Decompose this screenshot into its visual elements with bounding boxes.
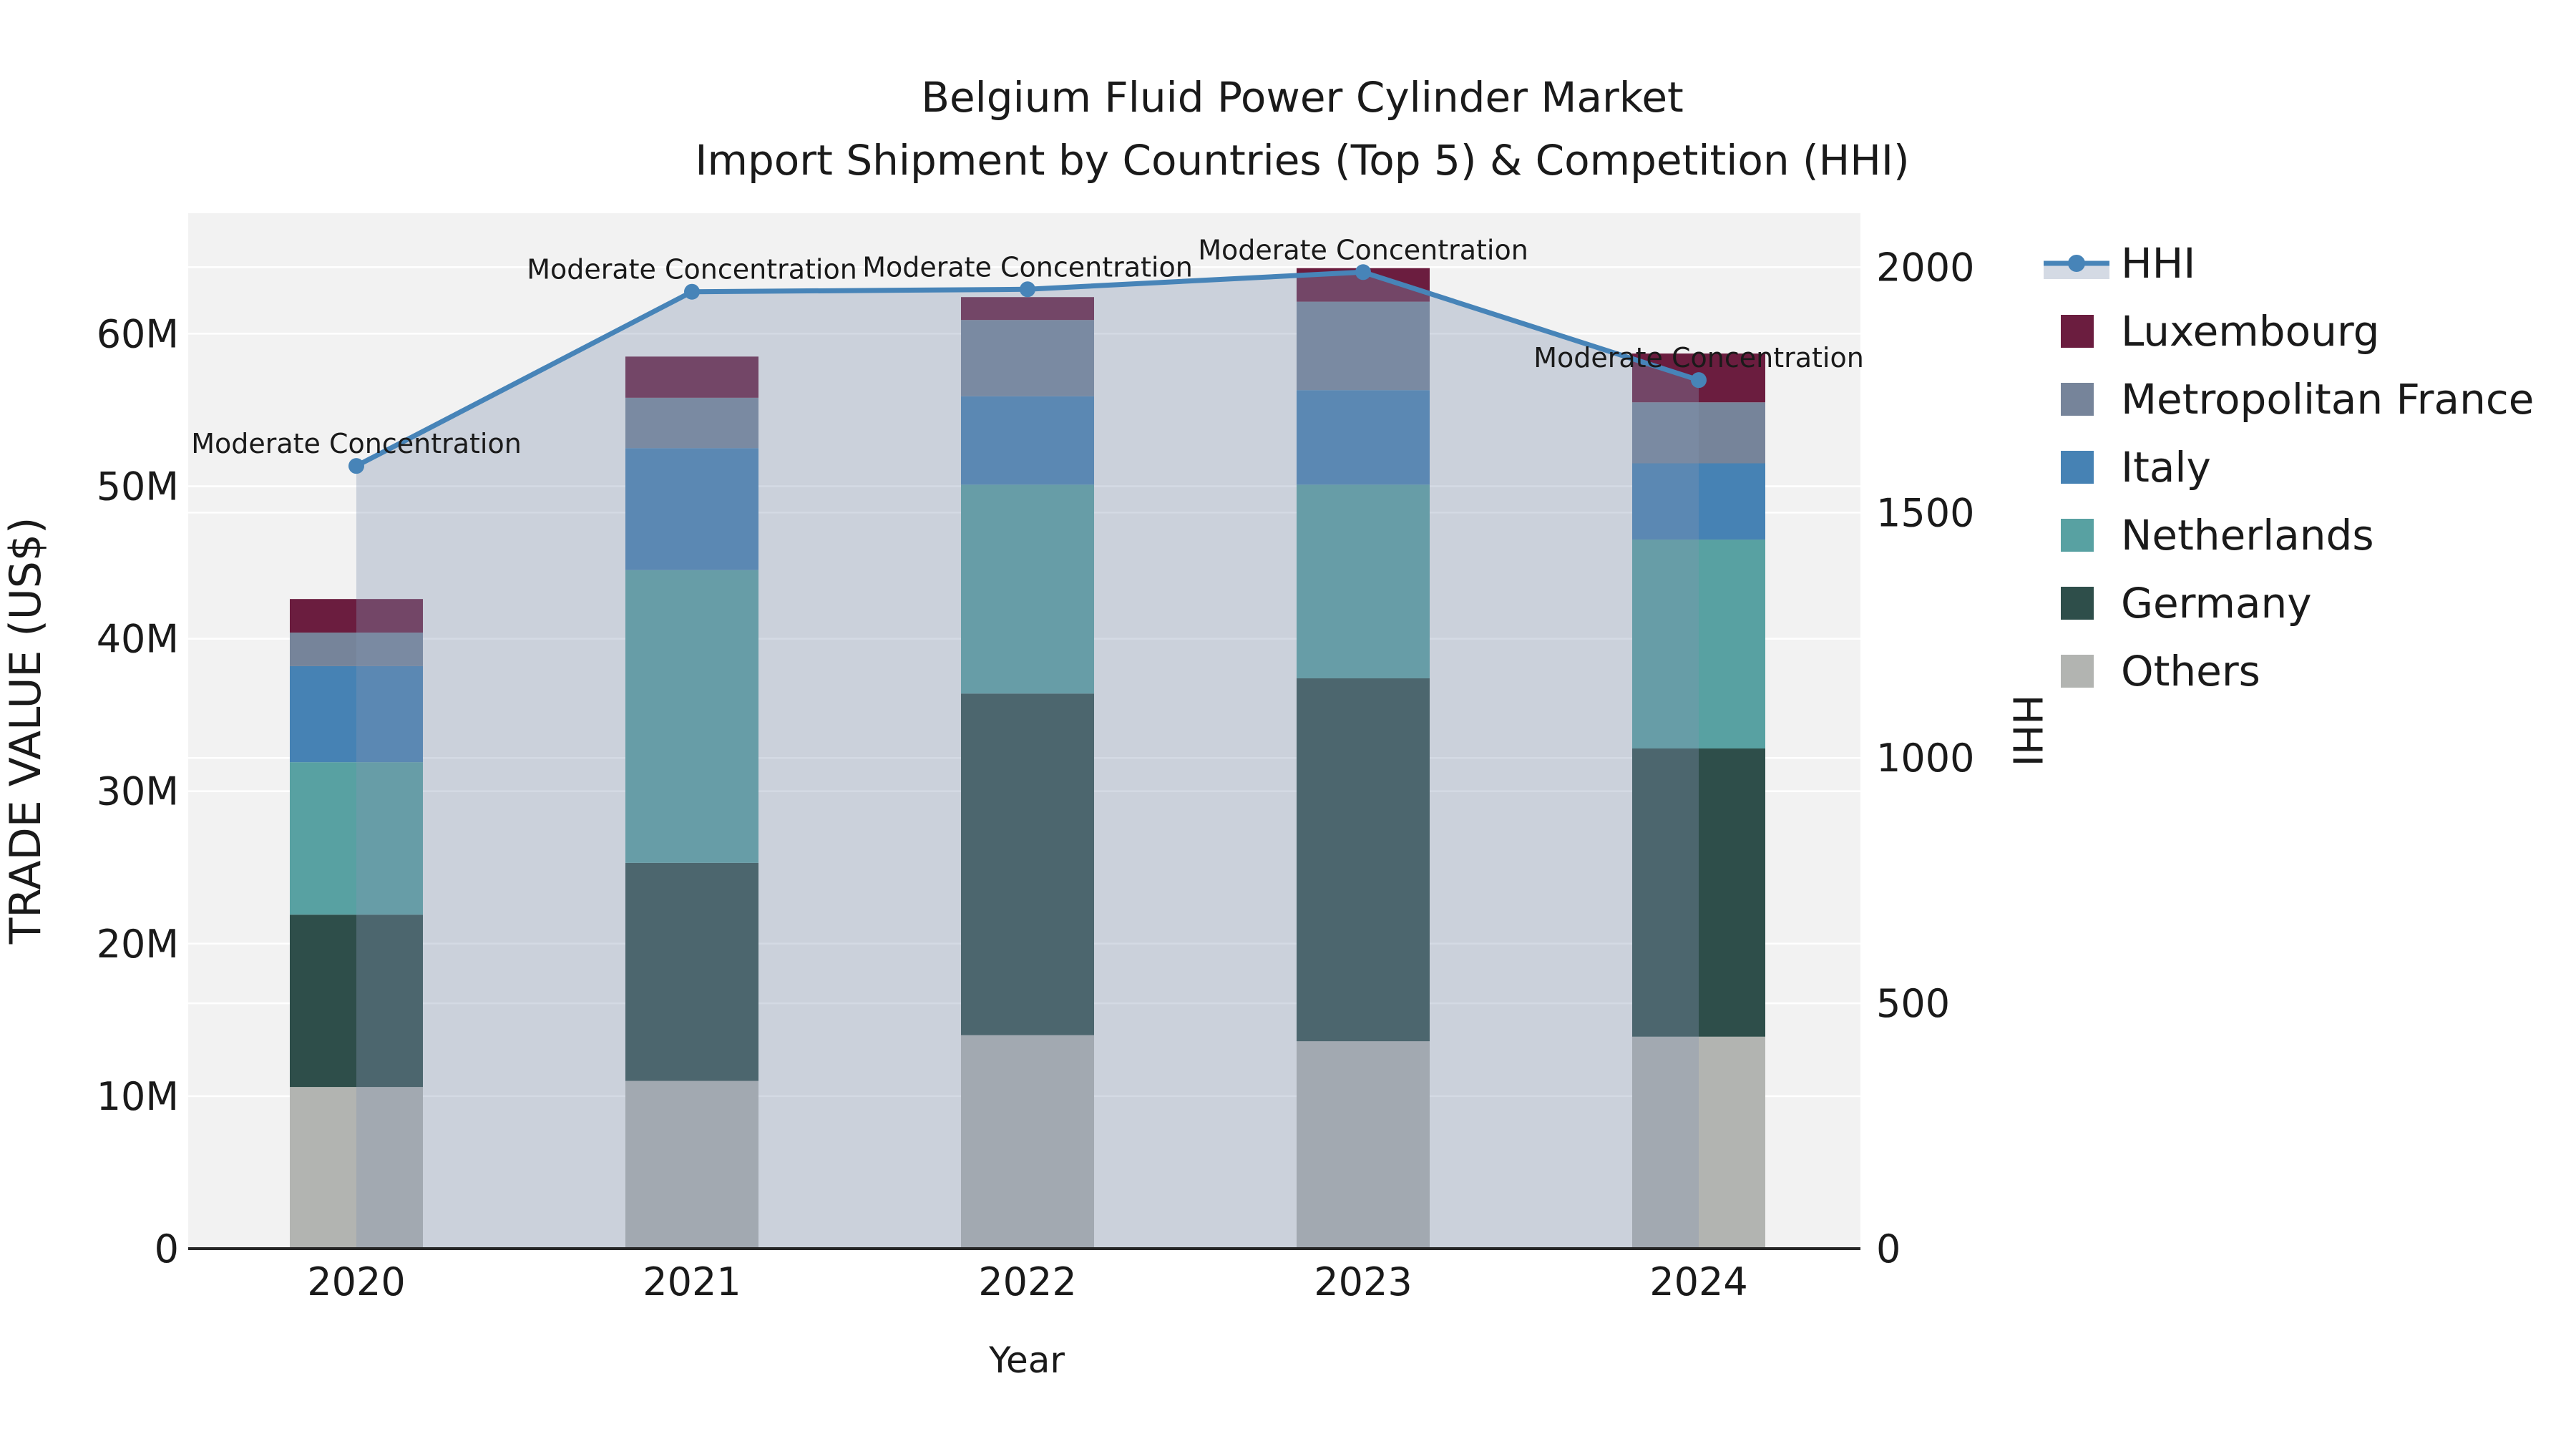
bar-segment-2024-germany bbox=[1632, 748, 1765, 1037]
bar-segment-2021-metropolitan-france bbox=[625, 397, 758, 449]
legend-swatch-netherlands bbox=[2061, 519, 2094, 552]
legend-hhi-marker-sample bbox=[2068, 255, 2085, 272]
bar-segment-2022-italy bbox=[961, 396, 1094, 485]
y-right-tick-500: 500 bbox=[1876, 981, 1950, 1026]
bar-segment-2021-italy bbox=[625, 448, 758, 570]
bar-segment-2023-italy bbox=[1297, 390, 1430, 485]
bar-segment-2023-germany bbox=[1297, 678, 1430, 1042]
y-left-tick-0: 0 bbox=[155, 1226, 179, 1272]
bar-segment-2020-luxembourg bbox=[290, 599, 423, 633]
legend-swatch-others bbox=[2061, 655, 2094, 688]
bar-segment-2023-others bbox=[1297, 1041, 1430, 1249]
annotation-2023: Moderate Concentration bbox=[1198, 234, 1528, 265]
chart-title-line2: Import Shipment by Countries (Top 5) & C… bbox=[695, 136, 1910, 185]
bar-segment-2022-germany bbox=[961, 693, 1094, 1035]
hhi-marker-2023 bbox=[1355, 264, 1371, 280]
bar-segment-2023-netherlands bbox=[1297, 484, 1430, 678]
bar-segment-2022-metropolitan-france bbox=[961, 320, 1094, 396]
bar-segment-2021-germany bbox=[625, 862, 758, 1081]
bar-segment-2020-germany bbox=[290, 914, 423, 1088]
x-axis-title: Year bbox=[989, 1340, 1065, 1381]
y-left-tick-60M: 60M bbox=[97, 311, 179, 356]
y-left-tick-40M: 40M bbox=[97, 617, 179, 662]
legend-swatch-italy bbox=[2061, 451, 2094, 484]
bar-segment-2021-others bbox=[625, 1080, 758, 1249]
hhi-area-fill bbox=[356, 272, 1699, 1249]
y-left-tick-30M: 30M bbox=[97, 769, 179, 814]
y-right-tick-2000: 2000 bbox=[1876, 245, 1974, 290]
y-left-tick-50M: 50M bbox=[97, 464, 179, 509]
bar-segment-2022-others bbox=[961, 1035, 1094, 1249]
legend-label-netherlands: Netherlands bbox=[2121, 511, 2374, 560]
y-right-tick-1000: 1000 bbox=[1876, 736, 1974, 781]
legend-swatch-luxembourg bbox=[2061, 315, 2094, 348]
bar-segment-2021-netherlands bbox=[625, 570, 758, 863]
x-tick-2024: 2024 bbox=[1649, 1259, 1747, 1304]
annotation-2021: Moderate Concentration bbox=[527, 254, 857, 286]
legend-label-metropolitan-france: Metropolitan France bbox=[2121, 375, 2534, 424]
bar-segment-2022-luxembourg bbox=[961, 297, 1094, 321]
legend-label-luxembourg: Luxembourg bbox=[2121, 307, 2379, 356]
bar-segment-2020-others bbox=[290, 1087, 423, 1249]
bar-segment-2021-luxembourg bbox=[625, 356, 758, 398]
legend-swatch-germany bbox=[2061, 587, 2094, 620]
hhi-marker-2022 bbox=[1020, 281, 1035, 298]
hhi-marker-2020 bbox=[348, 458, 364, 474]
x-tick-2021: 2021 bbox=[643, 1259, 741, 1304]
legend-swatch-metropolitan-france bbox=[2061, 383, 2094, 416]
bar-segment-2020-italy bbox=[290, 665, 423, 763]
hhi-marker-2024 bbox=[1691, 372, 1707, 389]
bar-segment-2023-metropolitan-france bbox=[1297, 301, 1430, 391]
annotation-2022: Moderate Concentration bbox=[862, 251, 1193, 283]
y-right-tick-1500: 1500 bbox=[1876, 490, 1974, 535]
legend-label-hhi: HHI bbox=[2121, 239, 2195, 288]
x-tick-2022: 2022 bbox=[978, 1259, 1076, 1304]
y-left-tick-20M: 20M bbox=[97, 922, 179, 967]
bar-segment-2024-italy bbox=[1632, 463, 1765, 540]
annotation-2020: Moderate Concentration bbox=[191, 428, 522, 459]
annotation-2024: Moderate Concentration bbox=[1533, 342, 1864, 374]
y-left-tick-10M: 10M bbox=[97, 1074, 179, 1119]
legend-label-germany: Germany bbox=[2121, 579, 2312, 628]
bar-segment-2020-metropolitan-france bbox=[290, 633, 423, 666]
bar-segment-2024-netherlands bbox=[1632, 540, 1765, 749]
x-tick-2020: 2020 bbox=[307, 1259, 405, 1304]
hhi-marker-2021 bbox=[684, 283, 700, 300]
bar-segment-2020-netherlands bbox=[290, 762, 423, 915]
bar-segment-2022-netherlands bbox=[961, 484, 1094, 694]
bar-segment-2024-metropolitan-france bbox=[1632, 402, 1765, 464]
x-tick-2023: 2023 bbox=[1314, 1259, 1412, 1304]
bar-segment-2024-others bbox=[1632, 1036, 1765, 1249]
legend-label-others: Others bbox=[2121, 647, 2260, 696]
chart-title-line1: Belgium Fluid Power Cylinder Market bbox=[921, 73, 1684, 122]
legend-label-italy: Italy bbox=[2121, 443, 2211, 492]
y-right-tick-0: 0 bbox=[1876, 1226, 1901, 1272]
